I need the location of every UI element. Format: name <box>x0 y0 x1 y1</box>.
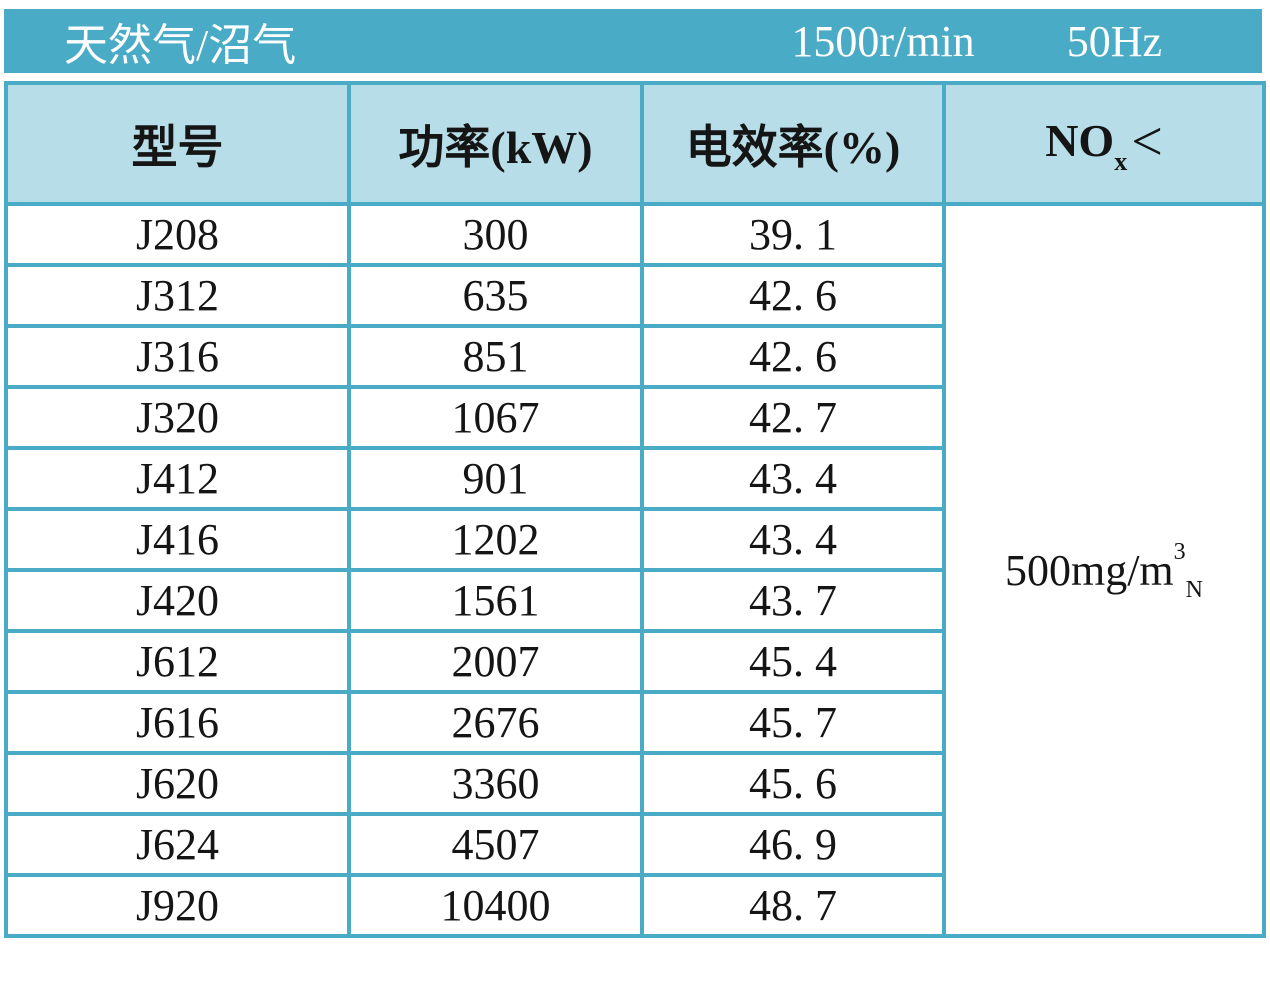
spec-sheet: 天然气/沼气 1500r/min 50Hz 型号 功率(kW) 电效率(%) N… <box>4 9 1266 938</box>
model-cell: J616 <box>4 690 351 755</box>
efficiency-cell: 48. 7 <box>640 873 946 938</box>
engine-spec-table: 型号 功率(kW) 电效率(%) NOx< J208 300 39. 1 500mg/… <box>4 81 1266 938</box>
nox-limit-value: 500mg/m <box>1004 545 1174 595</box>
efficiency-cell: 46. 9 <box>640 812 946 877</box>
table-row: J316 851 42. 6 <box>4 324 1264 389</box>
model-cell: J320 <box>4 385 351 450</box>
power-cell: 300 <box>347 202 644 267</box>
col-header-efficiency: 电效率(%) <box>640 81 946 206</box>
table-row: J412 901 43. 4 <box>4 446 1264 511</box>
efficiency-cell: 42. 6 <box>640 324 946 389</box>
efficiency-cell: 45. 7 <box>640 690 946 755</box>
nox-header-text: NO <box>1045 115 1115 166</box>
table-row: J616 2676 45. 7 <box>4 690 1264 755</box>
nox-header-subscript: x <box>1114 147 1128 176</box>
nox-limit-cell: 500mg/m3 N <box>942 202 1266 938</box>
model-cell: J624 <box>4 812 351 877</box>
frequency-label: 50Hz <box>1066 16 1162 66</box>
power-cell: 1202 <box>347 507 644 572</box>
efficiency-cell: 43. 4 <box>640 446 946 511</box>
power-cell: 901 <box>347 446 644 511</box>
engine-speed-label: 1500r/min <box>791 16 975 66</box>
efficiency-cell: 42. 6 <box>640 263 946 328</box>
power-cell: 2007 <box>347 629 644 694</box>
model-cell: J312 <box>4 263 351 328</box>
model-cell: J208 <box>4 202 351 267</box>
model-cell: J612 <box>4 629 351 694</box>
power-cell: 851 <box>347 324 644 389</box>
table-row: J420 1561 43. 7 <box>4 568 1264 633</box>
table-body: J208 300 39. 1 500mg/m3N J312 635 42. 6 J316 851… <box>4 202 1266 938</box>
power-cell: 4507 <box>347 812 644 877</box>
table-row: J620 3360 45. 6 <box>4 751 1264 816</box>
model-cell: J420 <box>4 568 351 633</box>
table-row: J320 1067 42. 7 <box>4 385 1264 450</box>
efficiency-cell: 45. 6 <box>640 751 946 816</box>
col-header-model: 型号 <box>4 81 351 206</box>
power-cell: 1067 <box>347 385 644 450</box>
model-cell: J412 <box>4 446 351 511</box>
efficiency-cell: 43. 7 <box>640 568 946 633</box>
model-cell: J316 <box>4 324 351 389</box>
efficiency-cell: 39. 1 <box>640 202 946 267</box>
fuel-type-label: 天然气/沼气 <box>64 21 297 70</box>
power-cell: 635 <box>347 263 644 328</box>
less-than-symbol: < <box>1131 111 1163 173</box>
model-cell: J620 <box>4 751 351 816</box>
table-title-bar: 天然气/沼气 1500r/min 50Hz <box>4 9 1262 73</box>
table-row: J312 635 42. 6 <box>4 263 1264 328</box>
header-row: 型号 功率(kW) 电效率(%) NOx< <box>4 81 1266 206</box>
model-cell: J920 <box>4 873 351 938</box>
efficiency-cell: 45. 4 <box>640 629 946 694</box>
efficiency-cell: 43. 4 <box>640 507 946 572</box>
efficiency-cell: 42. 7 <box>640 385 946 450</box>
power-cell: 3360 <box>347 751 644 816</box>
title-specs-group: 1500r/min 50Hz <box>791 16 1162 67</box>
nox-limit-subscript: N <box>1185 576 1204 603</box>
table-row: J208 300 39. 1 500mg/m3 N <box>4 202 1266 938</box>
nox-limit-superscript: 3 <box>1173 538 1186 565</box>
power-cell: 1561 <box>347 568 644 633</box>
power-cell: 2676 <box>347 690 644 755</box>
model-cell: J416 <box>4 507 351 572</box>
col-header-nox: NOx< <box>942 81 1266 206</box>
table-row: J416 1202 43. 4 <box>4 507 1264 572</box>
power-cell: 10400 <box>347 873 644 938</box>
table-row: J624 4507 46. 9 <box>4 812 1264 877</box>
col-header-power: 功率(kW) <box>347 81 644 206</box>
table-row: J920 10400 48. 7 <box>4 873 1264 938</box>
table-row: J612 2007 45. 4 <box>4 629 1264 694</box>
